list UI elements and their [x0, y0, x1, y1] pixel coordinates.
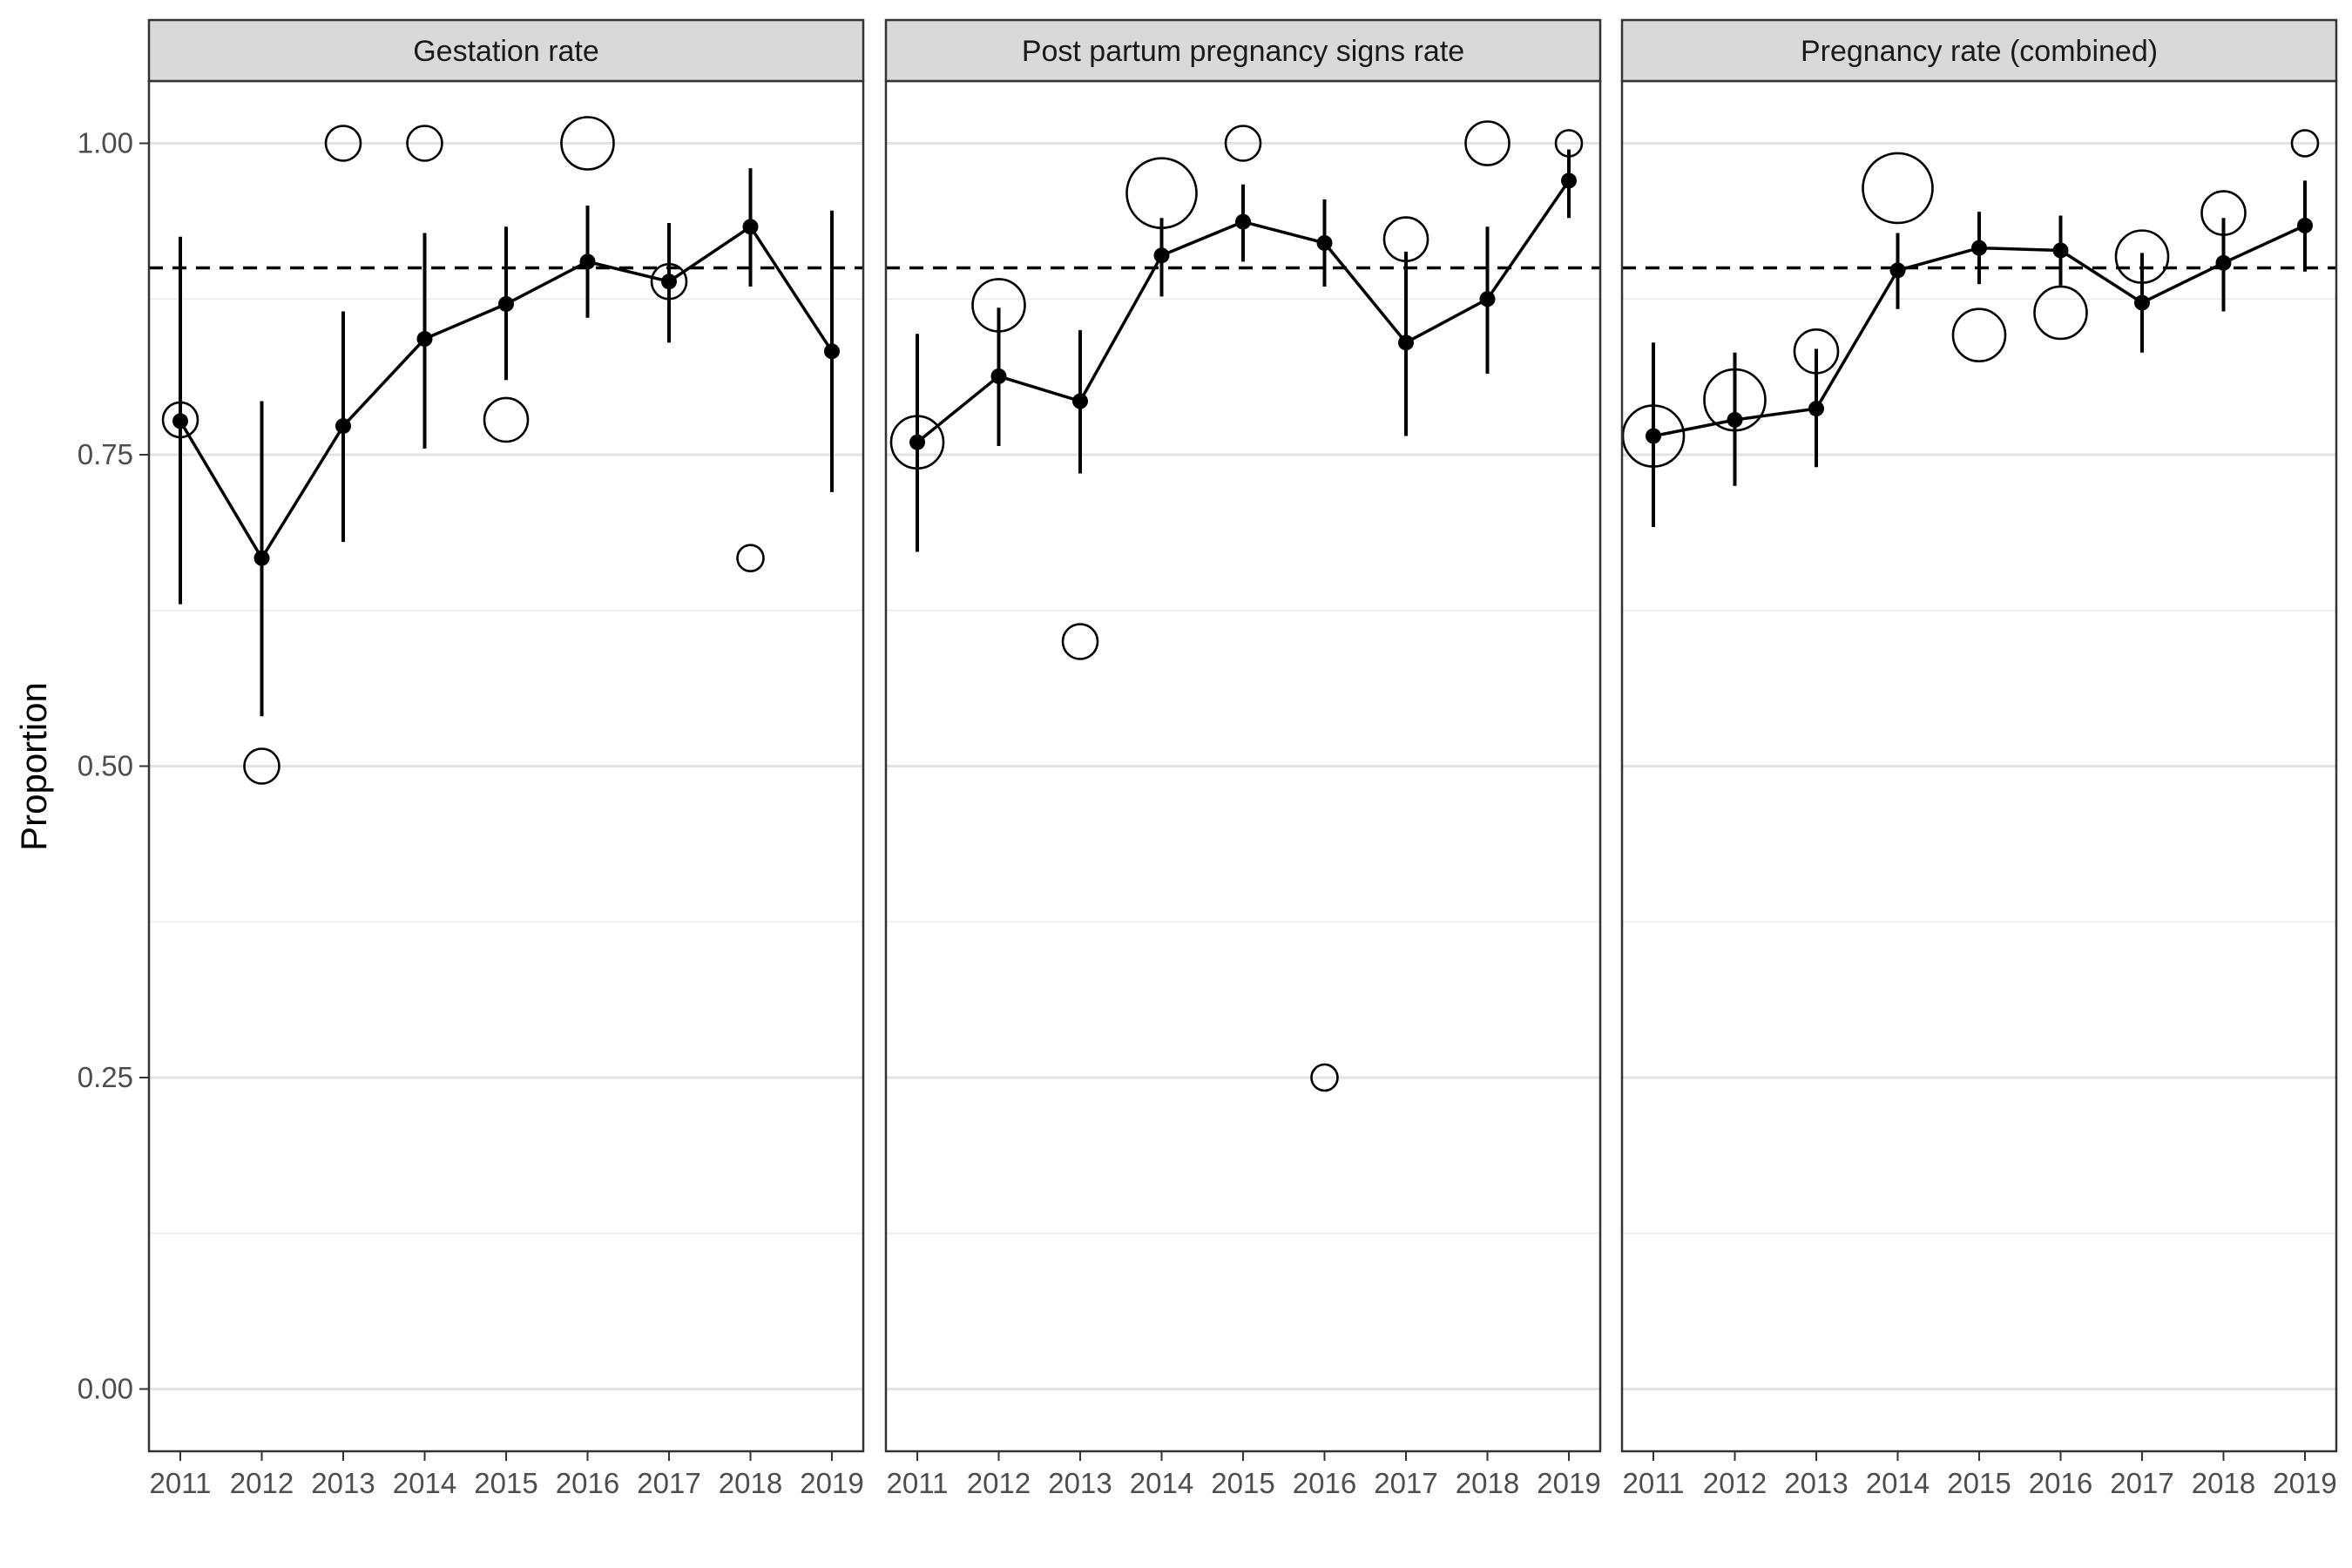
x-tick-label: 2012	[967, 1467, 1031, 1499]
x-tick-label: 2017	[2110, 1467, 2173, 1499]
estimate-point	[253, 550, 270, 566]
x-tick-label: 2012	[1703, 1467, 1767, 1499]
panel-strip	[1620, 18, 2338, 83]
estimate-point	[909, 434, 925, 450]
estimate-point	[579, 253, 596, 270]
estimate-point	[1235, 213, 1251, 230]
estimate-point	[1808, 401, 1824, 417]
y-tick-label: 1.00	[78, 127, 133, 159]
x-tick-label: 2014	[393, 1467, 456, 1499]
observed-point	[2033, 285, 2088, 341]
panel-strip	[884, 18, 1602, 83]
y-tick-label: 0.75	[78, 438, 133, 470]
estimate-point	[1561, 172, 1577, 189]
estimate-point	[990, 368, 1007, 384]
panel-title: Gestation rate	[413, 35, 599, 68]
x-tick-label: 2013	[1784, 1467, 1848, 1499]
observed-point	[1061, 623, 1099, 660]
estimate-point	[1889, 262, 1906, 279]
chart-panels: Gestation rate 2011 2012 2013 2014 2015 2016 20…	[147, 18, 2338, 1499]
x-tick-label: 2019	[2273, 1467, 2336, 1499]
y-axis-label: Proportion	[13, 682, 54, 851]
x-tick-label: 2018	[2192, 1467, 2255, 1499]
estimate-point	[2297, 217, 2313, 233]
x-tick-label: 2013	[1048, 1467, 1112, 1499]
panel-title: Post partum pregnancy signs rate	[1022, 35, 1464, 68]
observed-point	[1951, 308, 2007, 363]
x-tick-label: 2014	[1866, 1467, 1930, 1499]
x-tick-label: 2017	[637, 1467, 700, 1499]
estimate-point	[661, 274, 677, 290]
observed-point	[324, 125, 362, 162]
estimate-point	[498, 295, 514, 312]
estimate-point	[1479, 291, 1496, 308]
estimate-point	[335, 418, 351, 435]
observed-point	[483, 396, 530, 443]
estimate-point	[2052, 242, 2069, 259]
x-tick-label: 2017	[1374, 1467, 1437, 1499]
estimate-point	[824, 343, 840, 360]
estimate-point	[1316, 234, 1333, 251]
estimate-point	[1398, 335, 1414, 351]
x-tick-label: 2019	[800, 1467, 863, 1499]
x-tick-label: 2012	[230, 1467, 294, 1499]
x-tick-label: 2018	[1456, 1467, 1519, 1499]
estimate-point	[1153, 247, 1170, 264]
panel-title: Pregnancy rate (combined)	[1801, 35, 2158, 68]
observed-point	[2290, 129, 2320, 158]
observed-point	[1464, 120, 1511, 166]
y-tick-label: 0.50	[78, 750, 133, 782]
x-tick-label: 2015	[474, 1467, 537, 1499]
observed-point	[243, 747, 280, 785]
estimate-point	[742, 219, 759, 235]
x-tick-label: 2011	[1623, 1467, 1685, 1499]
estimate-point	[416, 331, 433, 348]
panel-3: Pregnancy rate (combined) 2011 2012 2013 201…	[1620, 18, 2338, 1499]
x-tick-label: 2018	[719, 1467, 782, 1499]
x-tick-label: 2016	[556, 1467, 619, 1499]
x-tick-label: 2019	[1537, 1467, 1600, 1499]
panel-2: Post partum pregnancy signs rate 2011 2012…	[884, 18, 1602, 1499]
observed-point	[1862, 152, 1934, 225]
estimate-point	[172, 413, 188, 429]
x-tick-label: 2011	[150, 1467, 212, 1499]
observed-point	[736, 544, 765, 572]
y-tick-label: 0.00	[78, 1373, 133, 1405]
y-tick-label: 0.25	[78, 1061, 133, 1093]
estimate-point	[1072, 393, 1088, 409]
x-tick-label: 2016	[1293, 1467, 1356, 1499]
observed-point	[1310, 1063, 1339, 1092]
estimate-point	[1727, 411, 1743, 428]
estimate-point	[2134, 294, 2150, 311]
observed-point	[560, 116, 615, 171]
estimate-point	[1971, 240, 1987, 256]
x-tick-label: 2015	[1211, 1467, 1274, 1499]
panel-strip	[147, 18, 865, 83]
panel-1: Gestation rate 2011 2012 2013 2014 2015 2016 20…	[147, 18, 865, 1499]
observed-point	[1224, 125, 1262, 162]
estimate-point	[1646, 428, 1661, 444]
observed-point	[406, 125, 443, 162]
x-tick-label: 2016	[2029, 1467, 2092, 1499]
x-tick-label: 2013	[311, 1467, 375, 1499]
estimate-point	[2215, 254, 2232, 271]
x-tick-label: 2014	[1130, 1467, 1193, 1499]
x-tick-label: 2011	[887, 1467, 949, 1499]
x-tick-label: 2015	[1947, 1467, 2011, 1499]
y-axis-ticks: 0.00 0.25 0.50 0.75 1.00	[78, 127, 149, 1405]
